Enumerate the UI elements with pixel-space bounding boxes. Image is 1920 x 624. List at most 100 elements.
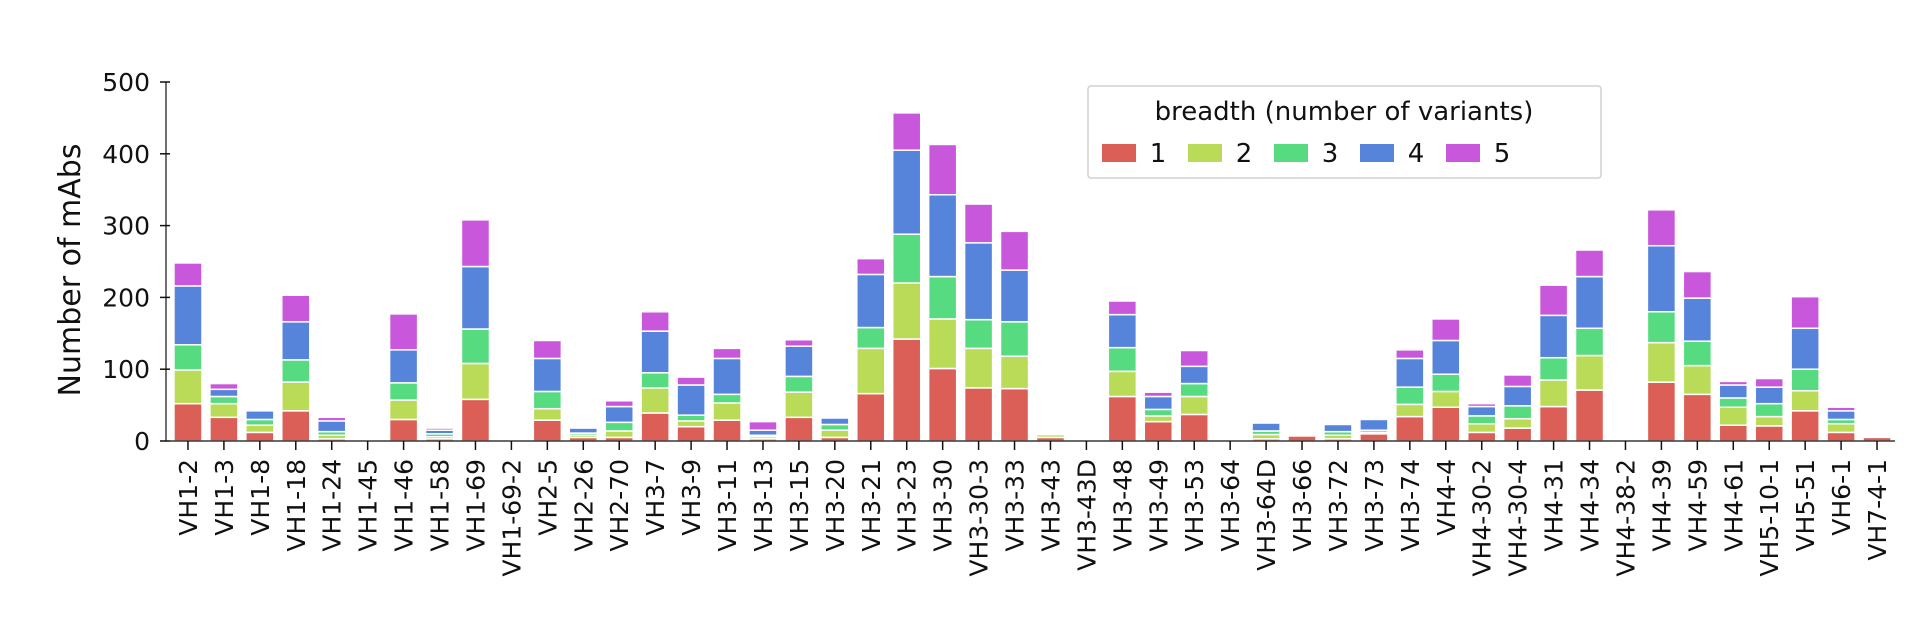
x-tick-label: VH1-24 <box>318 459 347 552</box>
bar-segment-5 <box>1431 318 1461 342</box>
bar-segment-5 <box>1754 377 1784 388</box>
bar-segment-3 <box>999 321 1030 358</box>
bar-segment-1 <box>1574 389 1605 442</box>
bar-segment-5 <box>281 294 311 323</box>
legend-label-1: 1 <box>1150 139 1167 169</box>
x-tick-label: VH3-20 <box>821 459 850 552</box>
bar-segment-4 <box>1431 339 1461 375</box>
bar-segment-5 <box>1107 300 1138 316</box>
bar-segment-5 <box>1646 209 1677 247</box>
bar-segment-2 <box>281 381 311 412</box>
legend-swatch-5 <box>1446 144 1480 162</box>
x-tick-label: VH4-39 <box>1647 459 1676 552</box>
bar-segment-3 <box>1431 373 1461 393</box>
bar-segment-1 <box>927 367 958 442</box>
x-tick-label: VH4-38-2 <box>1611 459 1640 577</box>
bar-segment-3 <box>676 414 706 422</box>
bar-segment-2 <box>1538 379 1569 408</box>
bar-segment-2 <box>1646 341 1677 383</box>
bar-segment-1 <box>281 410 311 442</box>
bar-segment-3 <box>1718 397 1749 409</box>
x-tick-label: VH3-53 <box>1180 459 1209 552</box>
bar-segment-2 <box>1143 415 1174 423</box>
bar-segment-3 <box>532 390 563 410</box>
bar-segment-5 <box>1395 349 1425 360</box>
bar-segment-1 <box>784 416 814 442</box>
x-tick-label: VH2-26 <box>569 459 598 552</box>
bar-segment-4 <box>1754 386 1784 405</box>
bar-segment-3 <box>1790 368 1820 392</box>
bar-segment-3 <box>820 423 850 431</box>
x-tick-label: VH3-33 <box>1001 459 1030 552</box>
x-tick-label: VH1-69 <box>461 459 490 552</box>
bar-segment-5 <box>1574 249 1605 278</box>
x-tick-label: VH3-43 <box>1036 459 1065 552</box>
bar-segment-3 <box>927 275 958 320</box>
bar-segment-4 <box>676 384 706 416</box>
x-tick-label: VH3-30-3 <box>965 459 994 577</box>
bar-segment-3 <box>963 318 994 350</box>
x-tick-label: VH3-48 <box>1108 459 1137 552</box>
bar-segment-2 <box>1682 364 1713 396</box>
bar-segment-1 <box>856 392 886 442</box>
bar-segment-2 <box>856 347 886 395</box>
bar-segment-2 <box>1431 390 1461 409</box>
bar-segment-3 <box>173 344 203 371</box>
bar-segment-2 <box>1574 354 1605 391</box>
bar-segment-5 <box>1790 295 1820 330</box>
bar-segment-1 <box>1395 415 1425 442</box>
bar-segment-1 <box>963 387 994 442</box>
y-axis: 0 100 200 300 400 500 <box>102 68 170 456</box>
x-tick-label: VH2-5 <box>533 459 562 536</box>
bar-segment-4 <box>784 345 814 378</box>
bar-segment-3 <box>1107 346 1138 373</box>
bar-segment-4 <box>1143 395 1174 411</box>
bar-segment-2 <box>388 399 419 421</box>
bar-segment-2 <box>1395 403 1425 418</box>
y-axis-title: Number of mAbs <box>53 144 88 397</box>
x-tick-label: VH3-7 <box>641 459 670 536</box>
bar-segment-1 <box>1143 420 1174 442</box>
bar-segment-4 <box>1646 244 1677 313</box>
bar-segment-3 <box>1682 340 1713 367</box>
bar-segment-4 <box>891 149 922 235</box>
bar-segment-2 <box>927 318 958 370</box>
bar-segment-4 <box>1107 313 1138 349</box>
bar-segment-5 <box>460 219 491 268</box>
bar-segment-4 <box>173 285 203 346</box>
bar-segment-2 <box>532 407 563 421</box>
bar-segment-3 <box>245 418 275 426</box>
bar-segment-5 <box>532 339 563 360</box>
bar-segment-5 <box>173 262 203 287</box>
bar-segment-3 <box>1574 327 1605 357</box>
bar-segment-3 <box>1179 382 1209 398</box>
bar-segment-2 <box>1466 423 1497 434</box>
bar-segment-5 <box>748 420 778 431</box>
bar-segment-2 <box>460 362 491 401</box>
bar-segment-3 <box>209 395 239 405</box>
x-tick-label: VH1-46 <box>390 459 419 552</box>
bar-segment-5 <box>963 203 994 244</box>
x-tick-label: VH5-51 <box>1791 459 1820 552</box>
bar-segment-5 <box>424 427 455 431</box>
bar-segment-4 <box>1251 422 1281 432</box>
bar-segment-1 <box>1287 435 1317 442</box>
bar-segment-5 <box>856 257 886 276</box>
bar-segment-4 <box>963 242 994 321</box>
bar-segment-1 <box>1502 427 1533 442</box>
bar-segment-4 <box>1323 423 1353 433</box>
x-tick-label: VH3-74 <box>1396 459 1425 552</box>
bar-segment-1 <box>891 338 922 442</box>
bar-segment-4 <box>820 417 850 426</box>
bar-segment-1 <box>1107 395 1138 442</box>
bar-segment-4 <box>1718 384 1749 399</box>
x-tick-label: VH4-31 <box>1540 459 1569 552</box>
y-tick-label: 0 <box>134 427 150 456</box>
y-tick-label: 200 <box>102 283 150 312</box>
bar-segment-1 <box>1466 431 1497 442</box>
bar-segment-5 <box>1143 391 1174 398</box>
bar-segment-5 <box>640 311 670 332</box>
x-tick-label: VH3-11 <box>713 459 742 552</box>
x-tick-label: VH3-21 <box>857 459 886 552</box>
legend-label-5: 5 <box>1494 139 1511 169</box>
